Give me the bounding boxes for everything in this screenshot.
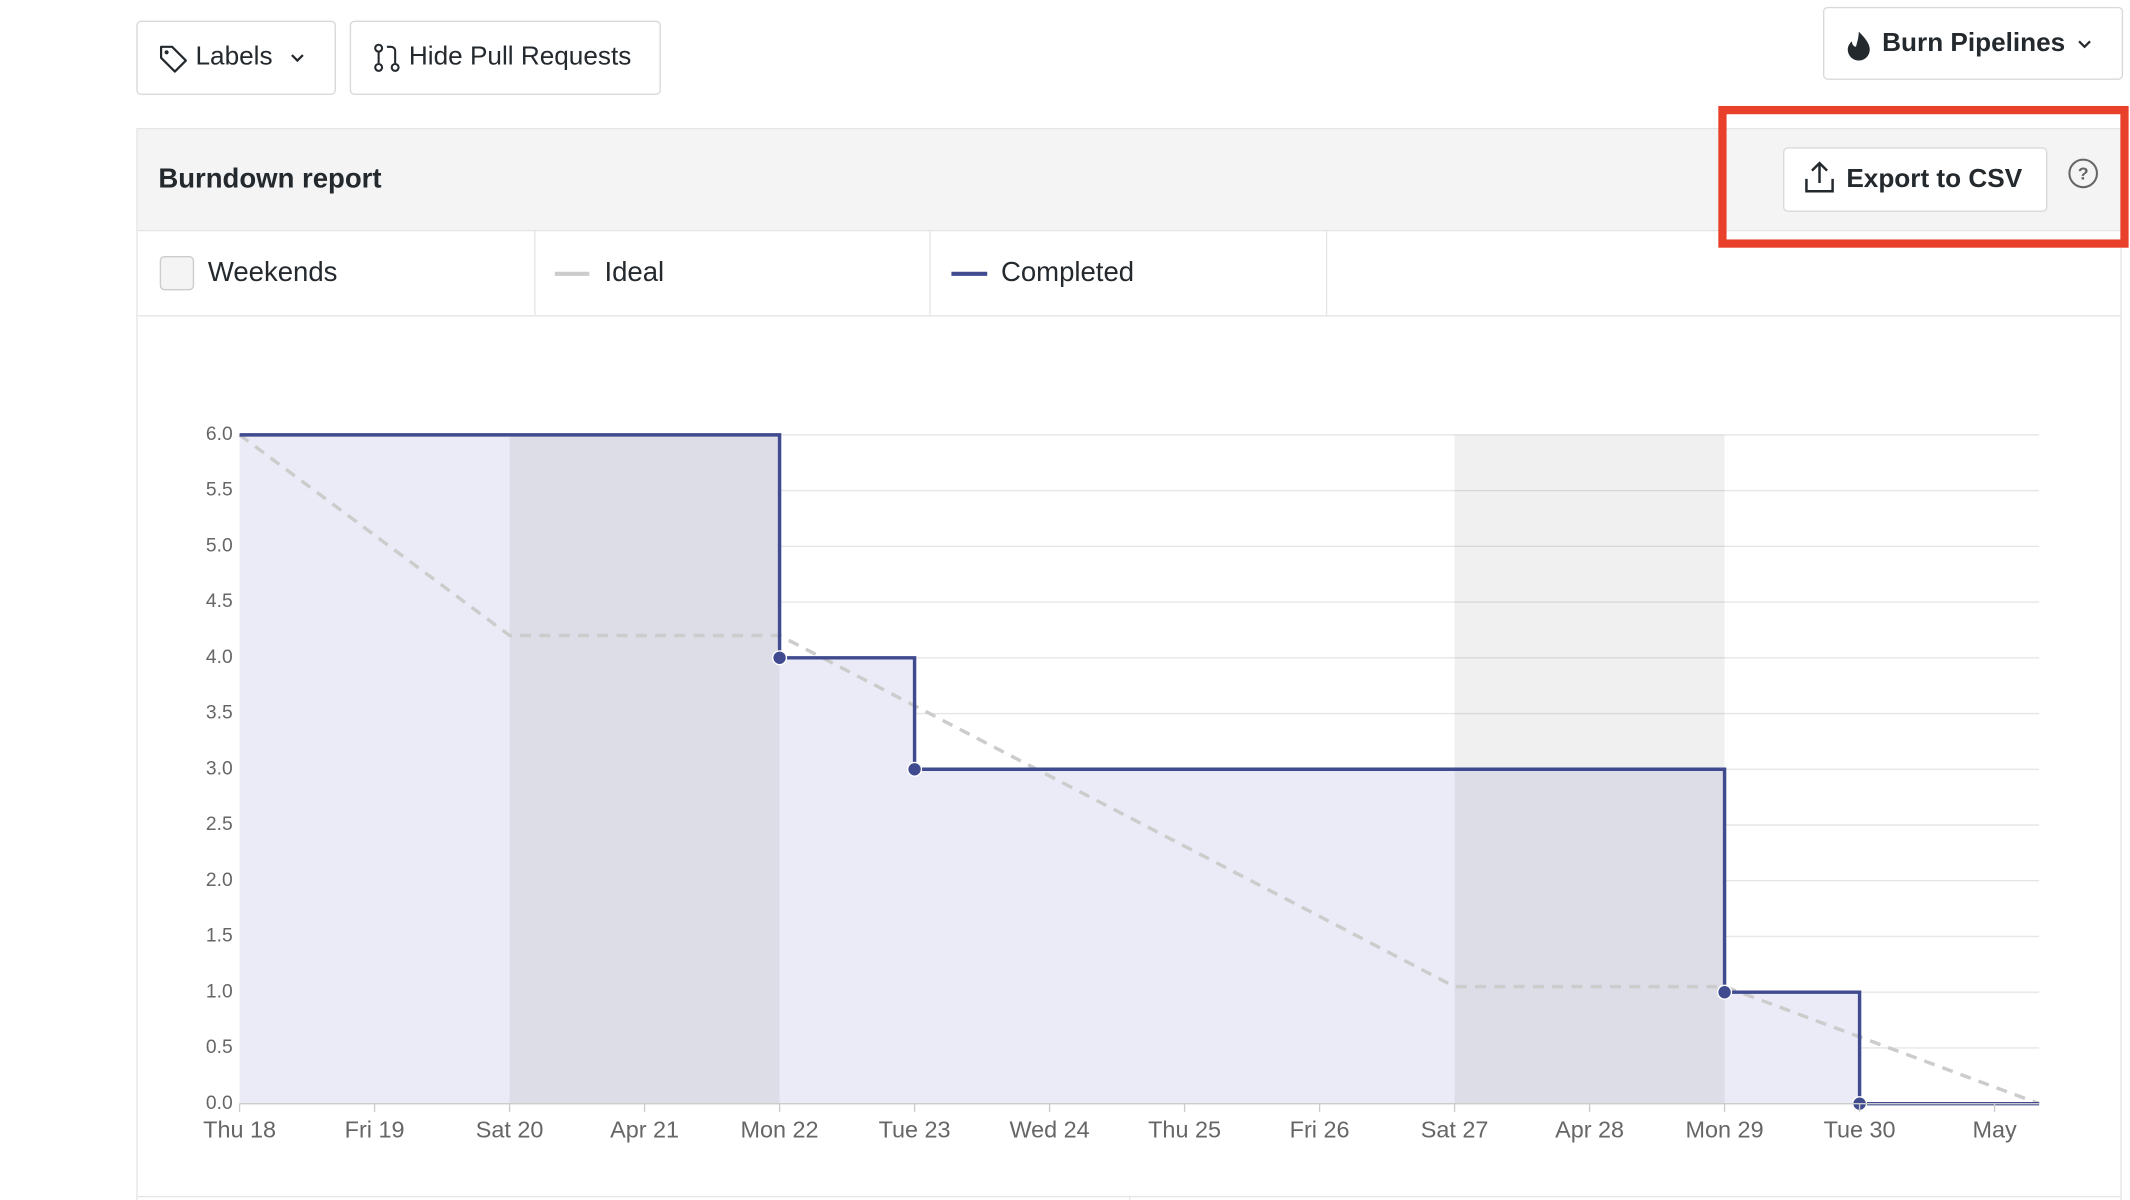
x-tick-label: Wed 24 — [1009, 1116, 1089, 1142]
hide-prs-button[interactable]: Hide Pull Requests — [349, 20, 661, 95]
panel-title: Burndown report — [158, 163, 381, 194]
y-tick-label: 2.5 — [206, 814, 233, 835]
labels-button[interactable]: Labels — [136, 20, 336, 95]
y-tick-label: 4.0 — [206, 647, 233, 668]
x-tick-label: Fri 19 — [345, 1116, 405, 1142]
point — [772, 650, 788, 666]
hide-prs-text: Hide Pull Requests — [409, 41, 631, 71]
x-tick-label: Thu 18 — [203, 1116, 276, 1142]
point — [1717, 984, 1733, 1000]
legend-label: Weekends — [208, 256, 338, 287]
x-tick-label: Sat 27 — [1421, 1116, 1489, 1142]
point — [907, 761, 923, 777]
export-button[interactable]: Export to CSV — [1783, 147, 2048, 212]
export-text: Export to CSV — [1846, 163, 2022, 193]
weekend-band — [509, 434, 780, 1104]
y-tick-label: 4.5 — [206, 591, 233, 612]
y-tick-label: 3.5 — [206, 703, 233, 724]
legend-completed[interactable]: Completed — [951, 256, 1134, 287]
x-tick-label: Apr 21 — [610, 1116, 679, 1142]
y-tick-label: 0.5 — [206, 1037, 233, 1058]
series-line — [239, 433, 2040, 1106]
y-tick-label: 0.0 — [206, 1093, 233, 1114]
legend-weekends[interactable]: Weekends — [159, 255, 338, 291]
x-tick-label: Tue 23 — [879, 1116, 951, 1142]
labels-text: Labels — [196, 41, 273, 71]
burn-button[interactable]: Burn Pipelines — [1822, 6, 2124, 80]
x-tick-label: Fri 26 — [1290, 1116, 1350, 1142]
y-tick-label: 5.0 — [206, 535, 233, 556]
burn-text: Burn Pipelines — [1882, 27, 2065, 57]
series-line — [238, 433, 2040, 1106]
x-tick-label: Thu 25 — [1148, 1116, 1221, 1142]
help-icon[interactable]: ? — [2068, 158, 2098, 189]
x-tick-label: Apr 28 — [1555, 1116, 1624, 1142]
y-tick-label: 6.0 — [206, 424, 233, 445]
y-tick-label: 1.0 — [206, 981, 233, 1002]
legend-label: Completed — [1001, 256, 1134, 287]
x-tick-label: Mon 29 — [1686, 1116, 1764, 1142]
y-tick-label: 5.5 — [206, 480, 233, 501]
x-tick-label: Sat 20 — [476, 1116, 544, 1142]
highlight-box — [1718, 105, 2129, 248]
x-tick-label: May — [1972, 1116, 2017, 1142]
svg-text:?: ? — [2078, 163, 2089, 183]
legend-label: Ideal — [604, 256, 664, 287]
x-tick-label: Mon 22 — [741, 1116, 819, 1142]
y-tick-label: 2.0 — [206, 870, 233, 891]
plot: 0.0 0.5 1.0 1.5 2.0 2.5 3.0 3.5 4.0 4.5 5.0 5.5 6.0 T… — [203, 424, 2040, 1142]
legend-ideal[interactable]: Ideal — [554, 256, 664, 287]
y-tick-label: 3.0 — [206, 758, 233, 779]
y-tick-label: 1.5 — [206, 926, 233, 947]
x-tick-label: Tue 30 — [1824, 1116, 1896, 1142]
